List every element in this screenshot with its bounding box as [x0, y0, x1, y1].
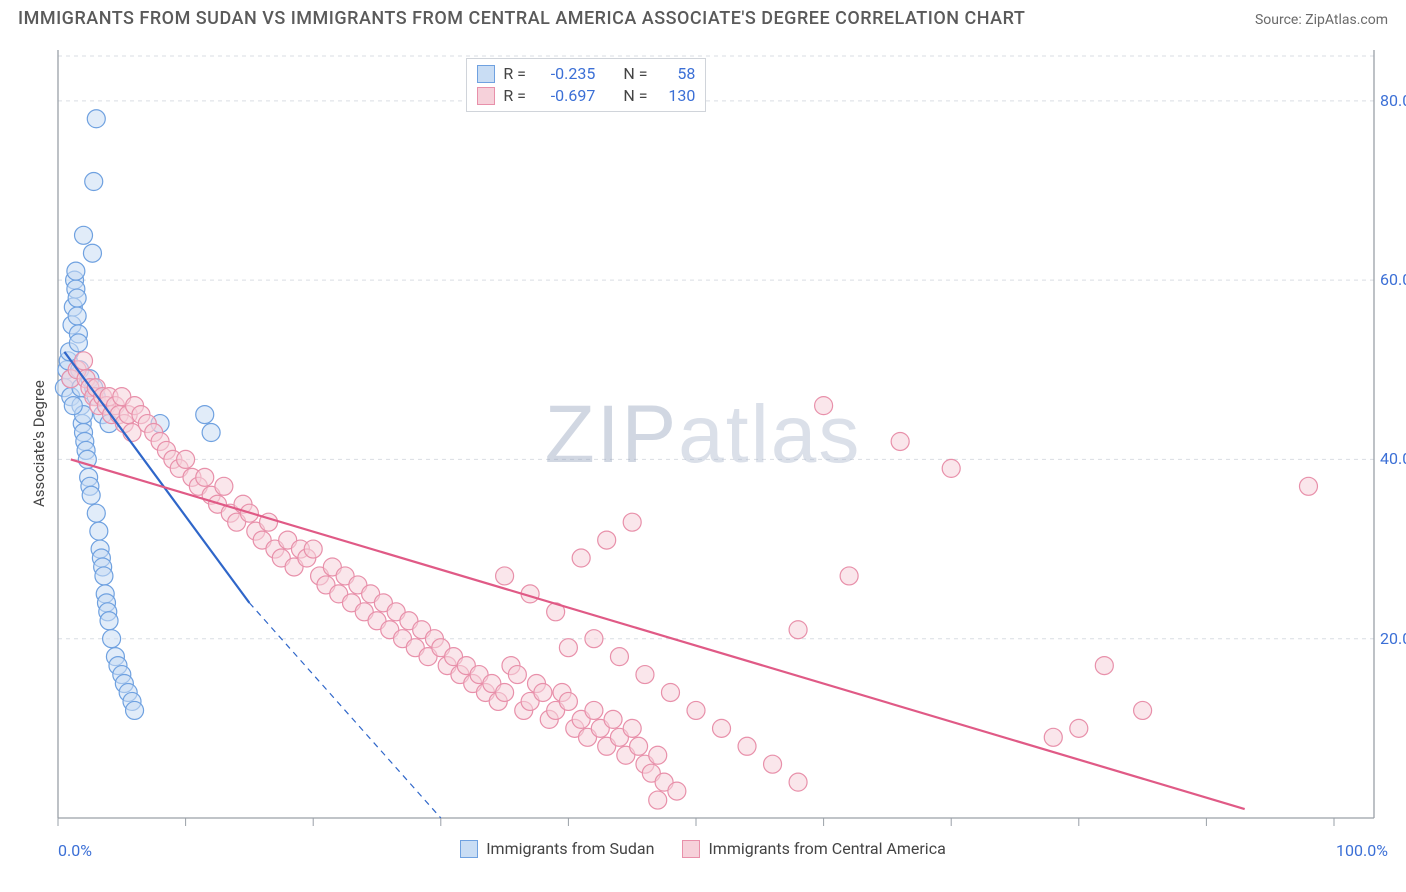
y-tick-label: 20.0%	[1380, 629, 1406, 648]
swatch-sudan	[460, 840, 478, 858]
stat-n-label: N =	[623, 85, 651, 107]
stat-r-value: -0.235	[539, 63, 595, 85]
stat-n-value: 130	[659, 85, 695, 107]
legend-label: Immigrants from Central America	[708, 839, 945, 858]
series-central_america	[62, 352, 1318, 809]
swatch-central_america	[477, 87, 495, 105]
y-tick-label: 40.0%	[1380, 449, 1406, 468]
y-tick-label: 80.0%	[1380, 91, 1406, 110]
stat-n-value: 58	[659, 63, 695, 85]
stat-r-label: R =	[503, 63, 531, 85]
stats-row-central_america: R = -0.697 N = 130	[477, 85, 695, 107]
scatter-chart	[18, 40, 1388, 862]
legend-item-central_america: Immigrants from Central America	[682, 839, 945, 858]
chart-title: IMMIGRANTS FROM SUDAN VS IMMIGRANTS FROM…	[18, 8, 1025, 29]
stat-r-value: -0.697	[539, 85, 595, 107]
y-axis-label: Associate's Degree	[30, 380, 48, 507]
source-attribution: Source: ZipAtlas.com	[1255, 12, 1388, 28]
stat-r-label: R =	[503, 85, 531, 107]
swatch-sudan	[477, 65, 495, 83]
stat-n-label: N =	[623, 63, 651, 85]
legend-label: Immigrants from Sudan	[486, 839, 654, 858]
stats-row-sudan: R = -0.235 N = 58	[477, 63, 695, 85]
legend-item-sudan: Immigrants from Sudan	[460, 839, 654, 858]
swatch-central_america	[682, 840, 700, 858]
trend-sudan-extrapolated	[249, 603, 440, 818]
y-tick-label: 60.0%	[1380, 270, 1406, 289]
series-legend: Immigrants from Sudan Immigrants from Cen…	[18, 839, 1388, 858]
correlation-stats-box: R = -0.235 N = 58 R = -0.697 N = 130	[466, 58, 706, 112]
chart-container: ZIPatlas R =-0.235N =58R =-0.697N =130 A…	[18, 40, 1388, 862]
